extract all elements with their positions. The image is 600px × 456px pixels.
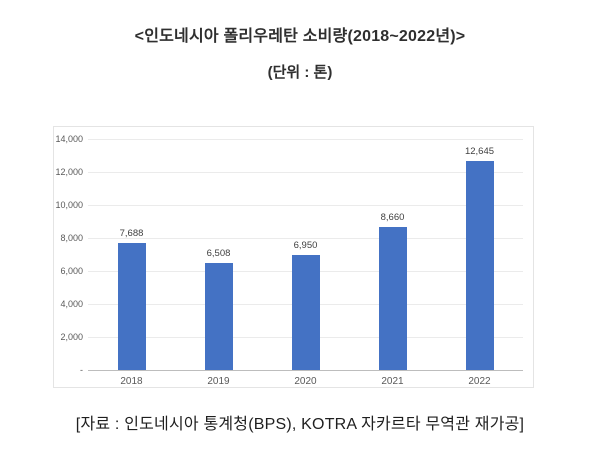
- source-caption: [자료 : 인도네시아 통계청(BPS), KOTRA 자카르타 무역관 재가공…: [75, 416, 525, 433]
- y-tick-label: -: [80, 365, 83, 375]
- bar-2020: [291, 255, 320, 370]
- x-tick-label: 2019: [207, 376, 230, 387]
- y-tick-label: 14,000: [55, 134, 83, 144]
- bar-value-label: 8,660: [380, 212, 405, 224]
- bar-value-label: 6,950: [293, 240, 318, 252]
- x-tick-label: 2022: [468, 376, 491, 387]
- y-tick-label: 8,000: [60, 233, 83, 243]
- bar-value-label: 7,688: [119, 228, 144, 240]
- unit-label: (단위 : 톤): [267, 64, 333, 81]
- bar-value-label: 6,508: [206, 247, 231, 259]
- gridline: [88, 172, 523, 173]
- y-axis-labels: - 2,000 4,000 6,000 8,000 10,000 12,000 14,000: [54, 134, 83, 375]
- x-tick-label: 2020: [294, 376, 317, 387]
- bar-2021: [378, 227, 407, 370]
- gridline: [88, 205, 523, 206]
- x-tick-label: 2021: [381, 376, 404, 387]
- bar-2022: [465, 161, 494, 370]
- y-tick-label: 2,000: [60, 332, 83, 342]
- y-tick-label: 4,000: [60, 299, 83, 309]
- page-title: <인도네시아 폴리우레탄 소비량(2018~2022년)>: [134, 28, 466, 45]
- gridline: [88, 238, 523, 239]
- bar-chart: -2,000 4,000 6,000 8,000 10,000 12,000 14,000 …: [53, 126, 534, 388]
- y-tick-label: 6,000: [60, 266, 83, 276]
- x-tick-label: 2018: [120, 376, 143, 387]
- gridline: [88, 139, 523, 140]
- bar-value-label: 12,645: [464, 146, 495, 158]
- plot-area: 7,688 2018 6,508 2019 6,950 2020 8,660 2021 12,6…: [88, 139, 523, 387]
- y-tick-label: 10,000: [55, 200, 83, 210]
- bar-2019: [204, 262, 233, 370]
- bar-2018: [117, 243, 146, 370]
- y-tick-label: 12,000: [55, 167, 83, 177]
